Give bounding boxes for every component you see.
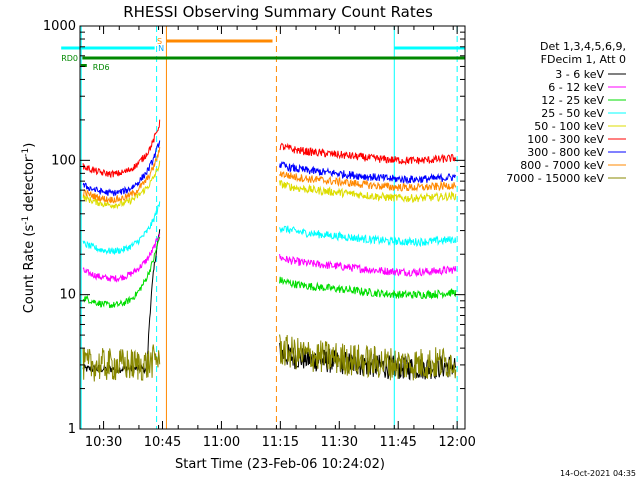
x-tick-label: 11:00 bbox=[203, 435, 240, 450]
legend: Det 1,3,4,5,6,9,FDecim 1, Att 0 3 - 6 keV… bbox=[506, 40, 626, 185]
series-line-segment bbox=[279, 334, 457, 381]
legend-entry-label: 12 - 25 keV bbox=[541, 94, 604, 107]
y-tick-label: 100 bbox=[51, 153, 76, 168]
series-12-25keV bbox=[82, 236, 457, 309]
legend-entry-label: 6 - 12 keV bbox=[548, 81, 604, 94]
plot-frame bbox=[79, 25, 466, 430]
series-line-segment bbox=[279, 161, 457, 185]
series-800-7000keV bbox=[82, 146, 457, 204]
x-tick-label: 10:30 bbox=[85, 435, 122, 450]
axes: 10:30 10:45 11:00 11:15 11:30 11:45 12:00 1 10 10… bbox=[43, 19, 476, 450]
legend-entry-label: 25 - 50 keV bbox=[541, 107, 604, 120]
legend-entry-label: 3 - 6 keV bbox=[555, 68, 604, 81]
rd0-label: RD0 bbox=[61, 54, 78, 63]
series-100-300keV bbox=[82, 119, 457, 179]
legend-entry-label: 7000 - 15000 keV bbox=[506, 172, 604, 185]
rd6-label: RD6 bbox=[93, 63, 110, 72]
legend-entry-label: 300 - 800 keV bbox=[527, 146, 604, 159]
y-tick-label: 1 bbox=[68, 422, 76, 437]
rd6-mark bbox=[80, 64, 87, 67]
saa-label-n: N bbox=[158, 44, 164, 53]
x-tick-label: 11:15 bbox=[262, 435, 299, 450]
y-tick-label: 1000 bbox=[43, 19, 76, 34]
series-line-segment bbox=[279, 276, 457, 300]
series-7000-15000keV bbox=[82, 334, 457, 382]
series-line-segment bbox=[82, 160, 161, 210]
legend-entry-label: 50 - 100 keV bbox=[534, 120, 604, 133]
series-line-segment bbox=[82, 146, 161, 204]
y-axis-label: Count Rate (s-1 detector-1) bbox=[21, 143, 37, 314]
series-50-100keV bbox=[82, 160, 457, 210]
series-line-segment bbox=[82, 201, 161, 256]
series-line-segment bbox=[279, 254, 457, 278]
legend-entry-label: 800 - 7000 keV bbox=[520, 159, 604, 172]
plot-content: RD0 RD6 SN bbox=[61, 26, 465, 429]
x-axis-label: Start Time (23-Feb-06 10:24:02) bbox=[175, 457, 385, 472]
series-line-segment bbox=[82, 140, 161, 197]
series-300-800keV bbox=[82, 140, 457, 197]
series-line-segment bbox=[82, 236, 161, 309]
x-tick-label: 11:30 bbox=[321, 435, 358, 450]
series-line-segment bbox=[279, 179, 457, 203]
series-25-50keV bbox=[82, 201, 457, 256]
legend-header: Det 1,3,4,5,6,9, bbox=[540, 40, 626, 53]
footer-date: 14-Oct-2021 04:35 bbox=[560, 469, 636, 478]
x-tick-label: 10:45 bbox=[144, 435, 181, 450]
series-line-segment bbox=[82, 119, 161, 179]
series-line-segment bbox=[82, 233, 161, 283]
legend-header: FDecim 1, Att 0 bbox=[541, 53, 626, 66]
series-line-segment bbox=[279, 171, 457, 192]
chart-title: RHESSI Observing Summary Count Rates bbox=[123, 3, 433, 21]
series-6-12keV bbox=[82, 233, 457, 283]
y-tick-label: 10 bbox=[59, 288, 76, 303]
series-line-segment bbox=[279, 225, 457, 248]
saa-label-s: S bbox=[157, 37, 162, 46]
series-line-segment bbox=[279, 142, 457, 166]
series-line-segment bbox=[82, 344, 161, 382]
x-tick-label: 12:00 bbox=[438, 435, 475, 450]
legend-entry-label: 100 - 300 keV bbox=[527, 133, 604, 146]
x-tick-label: 11:45 bbox=[379, 435, 416, 450]
